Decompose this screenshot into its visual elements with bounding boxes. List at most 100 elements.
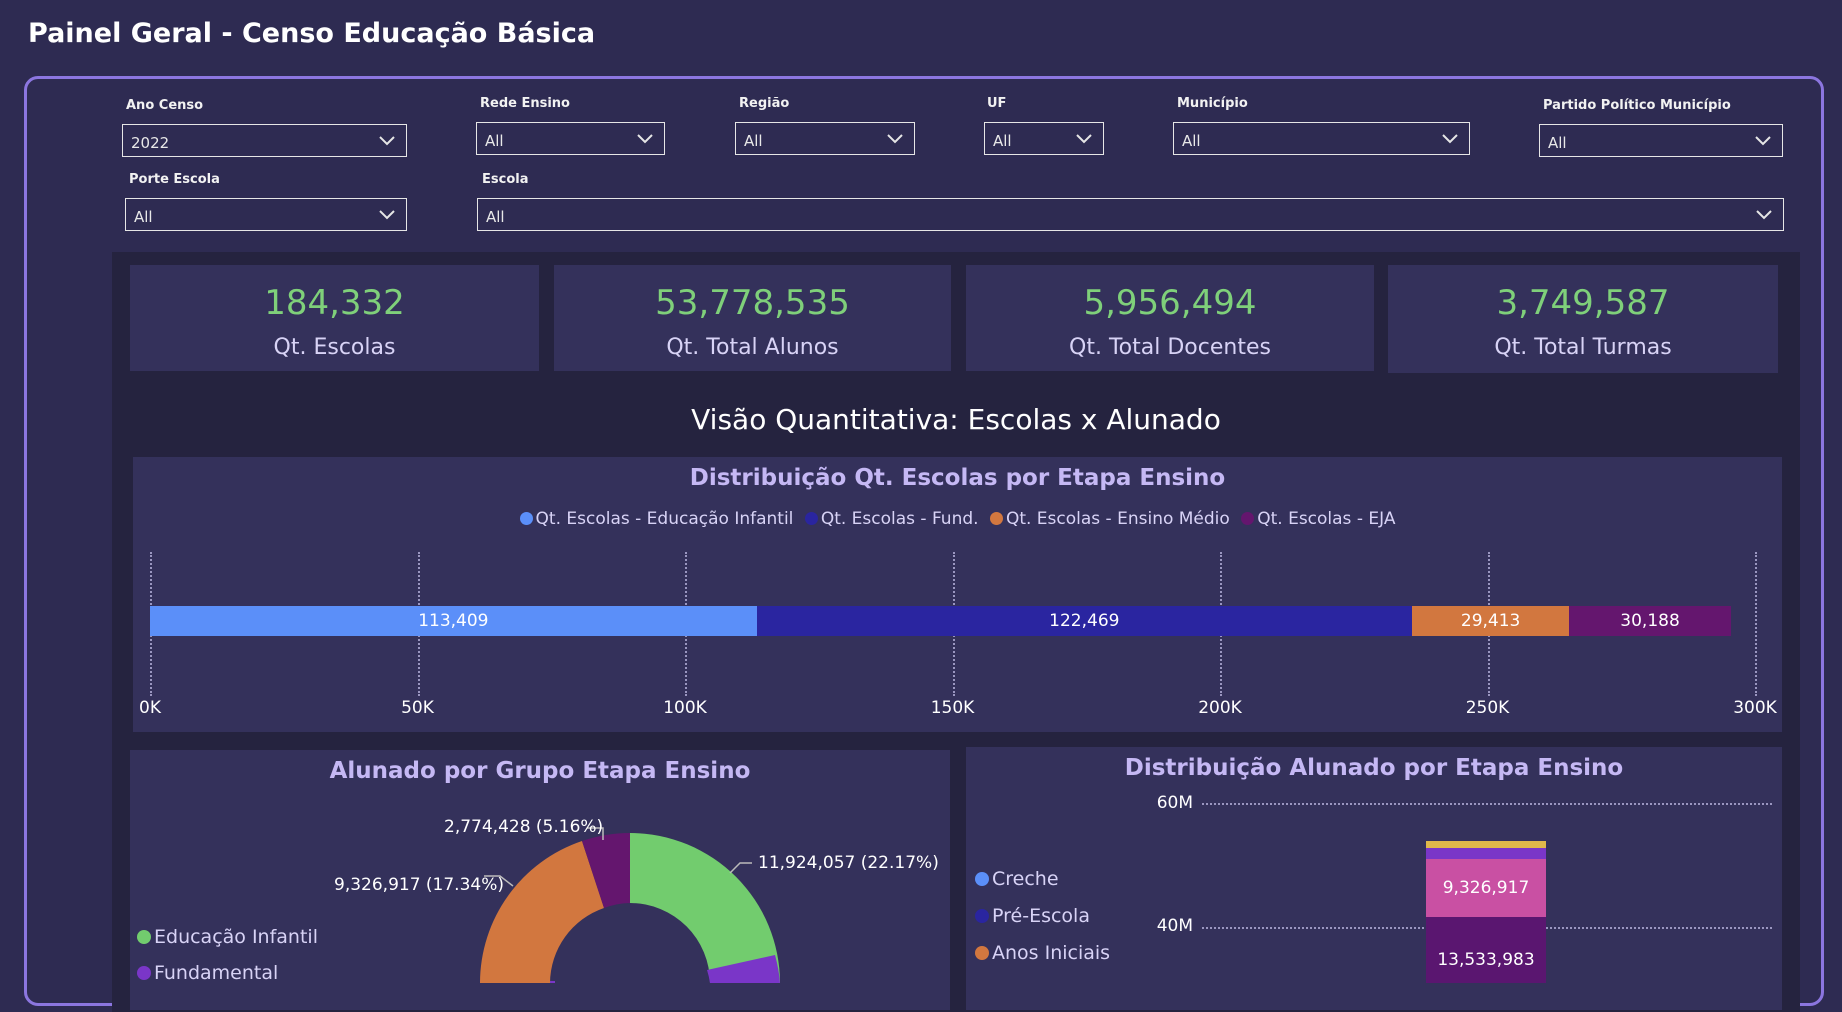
municipio-value: All <box>1182 132 1201 150</box>
legend-label: Anos Iniciais <box>992 942 1111 964</box>
chevron-down-icon <box>379 210 395 220</box>
kpi-label: Qt. Total Turmas <box>1494 335 1672 360</box>
x-tick-label: 150K <box>930 698 975 718</box>
donut-slice-fund-small <box>707 955 780 983</box>
chevron-down-icon <box>1076 134 1092 144</box>
ano-censo-value: 2022 <box>131 134 170 152</box>
y-tick-label: 40M <box>1156 916 1193 936</box>
legend-label: Qt. Escolas - EJA <box>1257 509 1396 529</box>
legend-item-anos-iniciais[interactable]: Anos Iniciais <box>975 942 1110 964</box>
y-gridline <box>1202 803 1772 805</box>
legend-dot <box>975 909 989 923</box>
filter-label-municipio: Município <box>1177 96 1248 111</box>
column-seg-gold <box>1426 841 1546 848</box>
chart-card-escolas-etapa <box>133 457 1782 732</box>
kpi-card-turmas: 3,749,587 Qt. Total Turmas <box>1388 265 1778 373</box>
filter-label-rede-ensino: Rede Ensino <box>480 96 570 111</box>
column-seg-pink: 9,326,917 <box>1426 859 1546 917</box>
legend-item-infantil[interactable]: Qt. Escolas - Educação Infantil <box>519 509 794 529</box>
kpi-card-docentes: 5,956,494 Qt. Total Docentes <box>966 265 1374 371</box>
leader-line <box>484 875 514 887</box>
porte-escola-dropdown[interactable]: All <box>125 198 407 231</box>
ano-censo-dropdown[interactable]: 2022 <box>122 124 407 157</box>
chevron-down-icon <box>637 134 653 144</box>
legend-dot <box>989 512 1003 525</box>
chart-title-alunado-grupo: Alunado por Grupo Etapa Ensino <box>329 758 751 784</box>
legend-item-creche[interactable]: Creche <box>975 868 1059 890</box>
legend-label: Qt. Escolas - Ensino Médio <box>1005 509 1230 529</box>
x-tick-label: 0K <box>139 698 161 718</box>
kpi-value: 53,778,535 <box>655 283 850 323</box>
rede-ensino-value: All <box>485 132 504 150</box>
legend-dot <box>975 872 989 886</box>
legend-dot <box>137 966 151 980</box>
chevron-down-icon <box>887 134 903 144</box>
legend-label: Pré-Escola <box>992 905 1090 927</box>
donut-slice-eja-dark <box>582 833 630 908</box>
page-title: Painel Geral - Censo Educação Básica <box>28 18 596 49</box>
legend-label: Qt. Escolas - Educação Infantil <box>535 509 794 529</box>
x-tick-label: 300K <box>1733 698 1777 718</box>
kpi-card-escolas: 184,332 Qt. Escolas <box>130 265 539 371</box>
uf-dropdown[interactable]: All <box>984 122 1104 155</box>
kpi-value: 5,956,494 <box>1083 283 1257 323</box>
donut-slice-eja <box>630 833 780 983</box>
y-tick-label: 60M <box>1156 793 1193 813</box>
legend-label: Creche <box>992 868 1059 890</box>
legend-label: Qt. Escolas - Fund. <box>820 509 979 529</box>
legend-dot <box>137 930 151 944</box>
legend-dot <box>804 512 818 525</box>
x-tick-label: 100K <box>663 698 707 718</box>
section-title: Visão Quantitativa: Escolas x Alunado <box>691 403 1221 436</box>
kpi-card-alunos: 53,778,535 Qt. Total Alunos <box>554 265 951 371</box>
bar-segment[interactable]: 30,188 <box>1569 606 1731 636</box>
x-gridline <box>1755 552 1757 696</box>
legend-dot <box>519 512 533 525</box>
chart-card-alunado-etapa <box>966 747 1782 1010</box>
kpi-label: Qt. Total Docentes <box>1069 335 1271 360</box>
bar-segment[interactable]: 122,469 <box>756 606 1412 636</box>
legend-item-educacao-infantil[interactable]: Educação Infantil <box>137 926 318 948</box>
legend-item-pre-escola[interactable]: Pré-Escola <box>975 905 1090 927</box>
x-tick-label: 250K <box>1465 698 1510 718</box>
column-seg-dark: 13,533,983 <box>1426 917 1546 983</box>
filter-label-porte-escola: Porte Escola <box>129 172 220 187</box>
partido-value: All <box>1548 134 1567 152</box>
bar-segment[interactable]: 29,413 <box>1411 606 1570 636</box>
legend-item-fund[interactable]: Qt. Escolas - Fund. <box>804 509 979 529</box>
legend-item-medio[interactable]: Qt. Escolas - Ensino Médio <box>989 509 1230 529</box>
chevron-down-icon <box>1755 136 1771 146</box>
x-tick-label: 50K <box>401 698 434 718</box>
partido-dropdown[interactable]: All <box>1539 124 1783 157</box>
chevron-down-icon <box>379 136 395 146</box>
donut-label-eja: 2,774,428 (5.16%) <box>444 817 604 837</box>
legend-item-eja[interactable]: Qt. Escolas - EJA <box>1241 509 1395 529</box>
kpi-label: Qt. Total Alunos <box>666 335 839 360</box>
regiao-dropdown[interactable]: All <box>735 122 915 155</box>
porte-escola-value: All <box>134 208 153 226</box>
filter-label-ano-censo: Ano Censo <box>126 98 204 113</box>
escola-dropdown[interactable]: All <box>477 198 1784 231</box>
uf-value: All <box>993 132 1012 150</box>
filter-label-uf: UF <box>987 96 1007 111</box>
escola-value: All <box>486 208 505 226</box>
chart-title-escolas: Distribuição Qt. Escolas por Etapa Ensin… <box>689 465 1226 491</box>
bar-segment[interactable]: 113,409 <box>150 606 757 636</box>
legend-dot <box>1241 512 1255 525</box>
leader-line <box>587 827 604 840</box>
kpi-value: 184,332 <box>264 283 405 323</box>
legend-label: Educação Infantil <box>154 926 318 948</box>
column-seg-purple <box>1426 848 1546 859</box>
donut-chart <box>480 827 780 983</box>
legend-item-fundamental[interactable]: Fundamental <box>137 962 278 984</box>
filter-label-escola: Escola <box>482 172 529 187</box>
kpi-label: Qt. Escolas <box>273 335 396 360</box>
municipio-dropdown[interactable]: All <box>1173 122 1470 155</box>
chevron-down-icon <box>1442 134 1458 144</box>
leader-line <box>729 862 752 874</box>
legend-dot <box>975 946 989 960</box>
rede-ensino-dropdown[interactable]: All <box>476 122 665 155</box>
filter-label-partido: Partido Político Município <box>1543 98 1731 113</box>
chart-title-alunado-etapa: Distribuição Alunado por Etapa Ensino <box>1124 755 1624 781</box>
kpi-value: 3,749,587 <box>1496 283 1670 323</box>
